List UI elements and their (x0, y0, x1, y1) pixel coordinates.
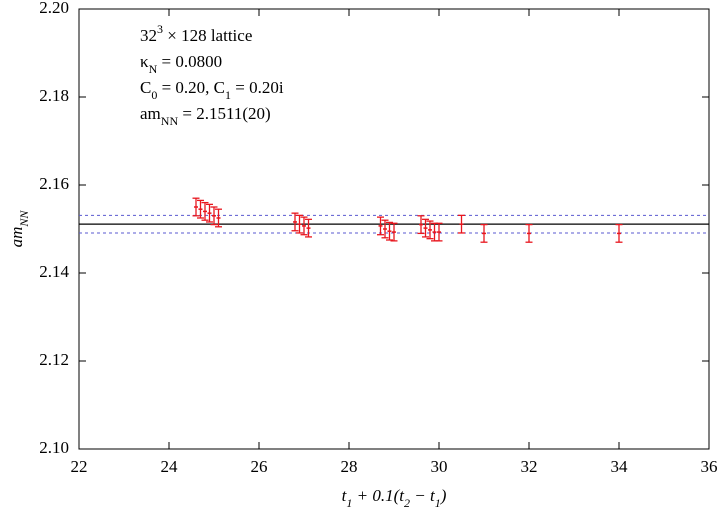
y-tick-label: 2.16 (39, 174, 69, 193)
x-tick-label: 26 (251, 457, 268, 476)
x-axis-label: t1 + 0.1(t2 − t1) (342, 486, 447, 510)
x-tick-label: 32 (521, 457, 538, 476)
annotation: C0 = 0.20, C1 = 0.20i (140, 78, 284, 102)
y-tick-label: 2.18 (39, 86, 69, 105)
y-tick-label: 2.12 (39, 350, 69, 369)
y-tick-label: 2.20 (39, 0, 69, 17)
x-tick-label: 24 (161, 457, 179, 476)
x-tick-label: 34 (611, 457, 629, 476)
plot-frame (78, 8, 710, 450)
x-tick-label: 30 (431, 457, 448, 476)
y-axis-label: amNN (7, 210, 31, 248)
annotation: κN = 0.0800 (140, 52, 222, 76)
annotation: amNN = 2.1511(20) (140, 104, 271, 128)
x-tick-label: 22 (71, 457, 88, 476)
x-tick-label: 28 (341, 457, 358, 476)
x-tick-label: 36 (701, 457, 718, 476)
annotation: 323 × 128 lattice (140, 22, 252, 45)
y-tick-label: 2.10 (39, 438, 69, 457)
y-tick-label: 2.14 (39, 262, 69, 281)
